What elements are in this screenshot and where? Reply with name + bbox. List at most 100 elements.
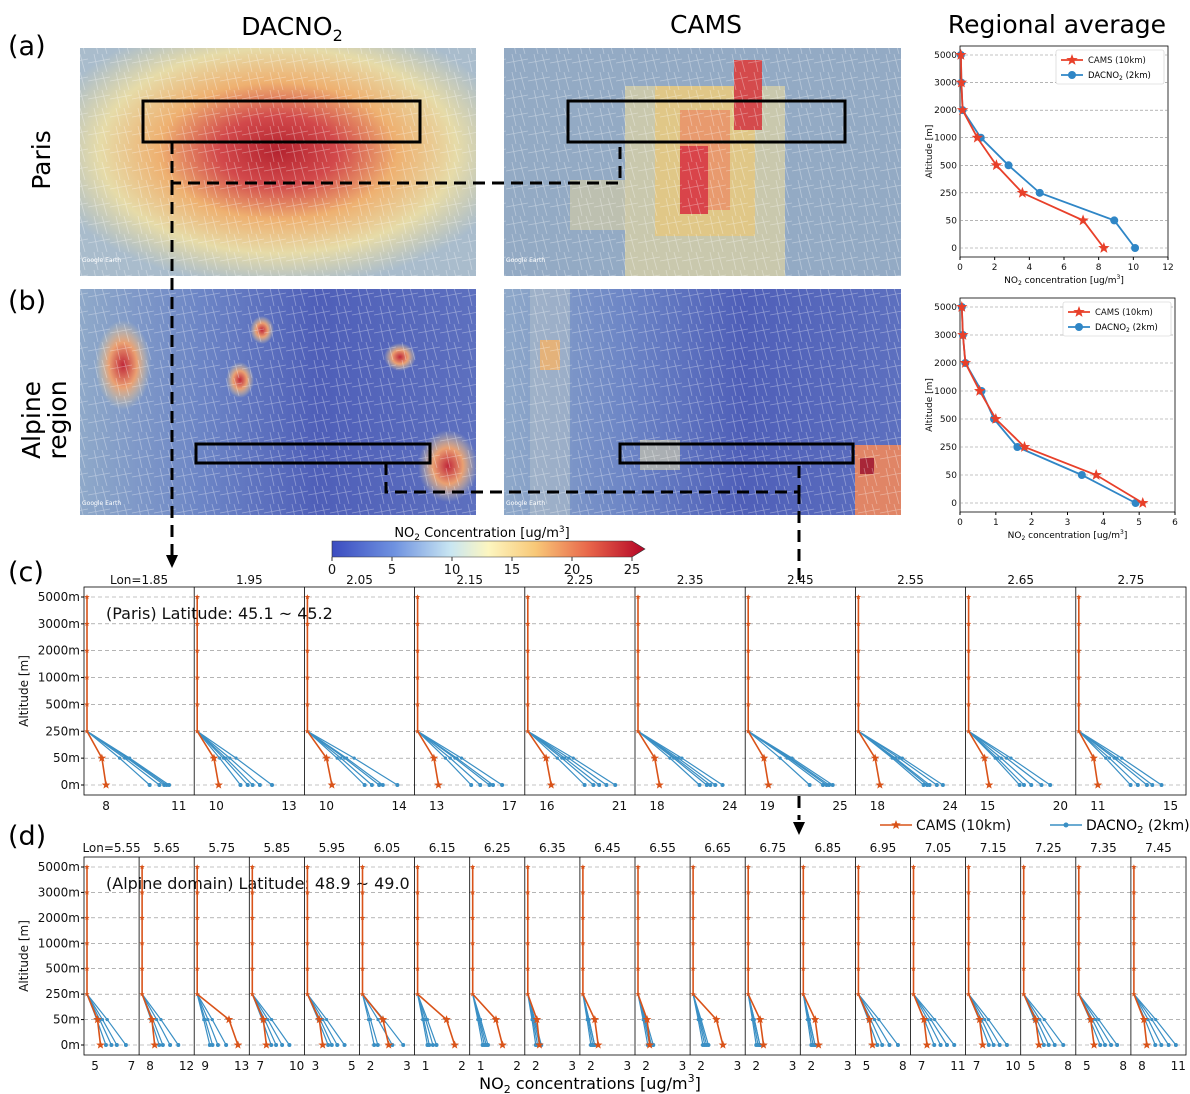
- x-axis-label: NO2 concentration [ug/m3]: [1008, 529, 1128, 542]
- data-point-cams: [359, 889, 366, 895]
- x-tick-label: 3: [1065, 518, 1071, 528]
- data-point-dacno2: [168, 1043, 173, 1047]
- data-point-cams: [414, 701, 421, 707]
- data-point-cams: [745, 965, 751, 971]
- data-point-dacno2: [597, 783, 602, 787]
- data-point-dacno2: [986, 1043, 991, 1047]
- x-tick-label: 2: [367, 1059, 375, 1073]
- data-point-cams: [980, 753, 989, 762]
- data-point-cams: [414, 674, 421, 680]
- data-point-dacno2: [530, 1017, 534, 1022]
- data-point-cams: [414, 915, 421, 921]
- data-point-cams: [745, 915, 751, 921]
- x-tick-label: 24: [722, 799, 737, 813]
- data-point-cams: [1076, 864, 1082, 870]
- data-point-cams: [304, 915, 311, 921]
- x-tick-label: 2: [642, 1059, 650, 1073]
- data-point-cams: [1086, 1015, 1096, 1024]
- y-tick-label: 2000m: [38, 911, 80, 925]
- data-point-dacno2: [372, 1043, 377, 1047]
- data-point-dacno2: [872, 1017, 877, 1022]
- data-point-dacno2: [1041, 1043, 1046, 1047]
- series-line-cams: [471, 867, 504, 1046]
- data-point-cams: [1076, 991, 1082, 997]
- data-point-cams: [304, 864, 311, 870]
- data-point-cams: [304, 940, 311, 946]
- data-point-dacno2: [1004, 1043, 1009, 1047]
- data-point-cams: [327, 780, 337, 789]
- lon-label: 7.45: [1145, 841, 1172, 855]
- data-point-cams: [965, 674, 972, 680]
- y-tick-label: 0m: [61, 778, 80, 792]
- x-tick-label: 10: [1005, 1059, 1020, 1073]
- data-point-dacno2: [1004, 161, 1013, 170]
- x-tick-label: 0: [957, 518, 963, 528]
- data-point-cams: [1076, 701, 1082, 707]
- data-point-cams: [745, 621, 751, 627]
- data-point-cams: [965, 915, 972, 921]
- data-point-dacno2: [668, 756, 672, 760]
- data-point-cams: [718, 1040, 728, 1049]
- lon-label: 7.15: [980, 841, 1007, 855]
- y-tick-label: 2000: [934, 359, 957, 369]
- data-point-dacno2: [571, 756, 575, 760]
- data-point-cams: [84, 889, 90, 895]
- colorbar: NO2 Concentration [ug/m3] 0 5 10 15 20 25: [328, 525, 646, 578]
- data-point-cams: [580, 991, 586, 997]
- data-point-cams: [442, 1015, 451, 1024]
- data-point-dacno2: [827, 783, 832, 787]
- data-point-dacno2: [484, 1043, 489, 1047]
- data-point-dacno2: [1052, 1043, 1057, 1047]
- data-point-dacno2: [448, 756, 452, 760]
- data-point-cams: [84, 701, 90, 707]
- data-point-cams: [635, 889, 641, 895]
- data-point-cams: [194, 728, 200, 734]
- y-tick-label: 250: [940, 443, 957, 453]
- data-point-cams: [965, 889, 972, 895]
- data-point-cams: [359, 965, 366, 971]
- legend-label-cams: CAMS (10km): [1095, 308, 1153, 318]
- x-tick-label: 2: [807, 1059, 815, 1073]
- data-point-cams: [655, 780, 664, 789]
- data-point-dacno2: [1110, 216, 1119, 225]
- data-point-cams: [318, 1040, 327, 1049]
- data-point-cams: [635, 940, 641, 946]
- series-line-cams: [857, 867, 874, 1046]
- series-line-cams: [196, 867, 239, 1046]
- legend-label-part: 2: [1119, 75, 1123, 82]
- data-point-dacno2: [921, 783, 926, 787]
- lon-label: 2.55: [897, 573, 924, 587]
- y-tick-label: 1000: [934, 134, 957, 144]
- data-point-cams: [690, 864, 696, 870]
- x-tick-label: 15: [980, 799, 995, 813]
- data-point-cams: [1142, 1040, 1152, 1049]
- data-point-cams: [1018, 441, 1031, 452]
- data-point-cams: [414, 940, 421, 946]
- data-point-cams: [1089, 1040, 1099, 1049]
- data-point-dacno2: [155, 1017, 159, 1022]
- connector-paris: [170, 142, 622, 185]
- data-point-cams: [712, 1015, 721, 1024]
- x-tick-label: 0: [957, 263, 963, 273]
- data-point-dacno2: [560, 756, 564, 760]
- data-point-dacno2: [582, 783, 587, 787]
- data-point-dacno2: [700, 1043, 705, 1047]
- colorbar-tick-label: 15: [504, 563, 521, 578]
- data-point-dacno2: [342, 1043, 347, 1047]
- subplot-title: (Alpine domain) Latitude: 48.9 ~ 49.0: [106, 874, 410, 893]
- data-point-dacno2: [117, 756, 122, 760]
- data-point-cams: [956, 301, 968, 312]
- series-line-cams: [747, 597, 770, 786]
- data-point-cams: [414, 621, 421, 627]
- data-point-dacno2: [697, 783, 702, 787]
- x-tick-label: 18: [870, 799, 885, 813]
- series-line-cams: [582, 867, 599, 1046]
- data-point-dacno2: [704, 783, 709, 787]
- x-axis-label-part: ]: [1120, 276, 1124, 286]
- data-point-dacno2: [434, 1043, 439, 1047]
- data-point-dacno2: [469, 783, 474, 787]
- colorbar-bar: [331, 540, 646, 558]
- data-point-cams: [635, 915, 641, 921]
- data-point-cams: [580, 915, 586, 921]
- data-point-cams: [580, 940, 586, 946]
